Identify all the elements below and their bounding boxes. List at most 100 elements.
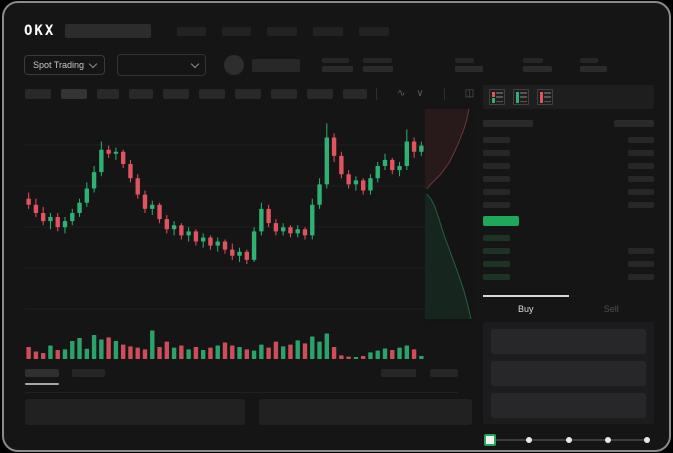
volume-bar bbox=[251, 350, 257, 359]
volume-bar bbox=[26, 347, 31, 359]
bottom-tab[interactable] bbox=[72, 369, 105, 377]
ticker-stat-placeholder bbox=[455, 58, 484, 72]
candle bbox=[84, 182, 90, 207]
trade-sidebar: Buy Sell bbox=[476, 83, 669, 450]
toolbar-chip-placeholder[interactable] bbox=[163, 89, 189, 99]
toolbar-chip-placeholder[interactable] bbox=[97, 89, 119, 99]
toolbar-chip-placeholder[interactable] bbox=[25, 89, 51, 99]
last-price-placeholder bbox=[252, 58, 301, 72]
ask-row[interactable] bbox=[483, 133, 654, 146]
candle bbox=[55, 212, 60, 232]
nav-item-placeholder[interactable] bbox=[222, 26, 252, 36]
bid-row[interactable] bbox=[483, 231, 654, 244]
candle bbox=[150, 200, 155, 215]
candle bbox=[346, 170, 351, 189]
chart-type-dropdown-icon[interactable]: ∨ bbox=[416, 88, 424, 99]
volume-chart bbox=[26, 330, 424, 359]
volume-bar bbox=[346, 356, 351, 359]
candle bbox=[411, 137, 417, 158]
main-area: ∿∨◫∨≈⊘⌂◎⊡ bbox=[4, 83, 669, 450]
volume-bar bbox=[244, 349, 250, 359]
slider-stop[interactable] bbox=[604, 437, 611, 443]
bottom-panel-right bbox=[259, 399, 472, 425]
market-type-dropdown[interactable]: Spot Trading bbox=[24, 55, 106, 75]
price-placeholder bbox=[483, 260, 510, 267]
amount-placeholder bbox=[628, 162, 654, 169]
amount-placeholder bbox=[628, 175, 654, 182]
amount-placeholder bbox=[628, 273, 654, 280]
bid-row[interactable] bbox=[483, 270, 654, 283]
candlestick-chart[interactable] bbox=[25, 105, 425, 325]
nav-item-placeholder[interactable] bbox=[177, 26, 207, 36]
nav-item-placeholder[interactable] bbox=[267, 26, 298, 36]
divider bbox=[443, 88, 445, 100]
tab-sell[interactable]: Sell bbox=[603, 304, 619, 314]
slider-stop[interactable] bbox=[565, 437, 572, 443]
volume-bar bbox=[259, 344, 264, 359]
volume-bar bbox=[339, 355, 344, 359]
book-view-asks-icon[interactable] bbox=[537, 89, 553, 105]
top-nav bbox=[177, 26, 390, 36]
candle bbox=[164, 215, 170, 234]
order-input-placeholder[interactable] bbox=[491, 361, 646, 386]
compare-icon[interactable]: ◫ bbox=[464, 88, 475, 99]
candle bbox=[113, 147, 119, 160]
price-placeholder bbox=[483, 175, 510, 182]
volume-bar bbox=[390, 350, 395, 359]
slider-handle[interactable] bbox=[484, 434, 496, 446]
volume-bar bbox=[113, 341, 119, 359]
book-view-bids-icon[interactable] bbox=[513, 89, 529, 105]
volume-bar bbox=[142, 349, 148, 359]
candle bbox=[91, 166, 97, 193]
volume-bar bbox=[135, 347, 140, 359]
last-price-highlight[interactable] bbox=[483, 216, 519, 226]
search-placeholder[interactable] bbox=[65, 24, 152, 38]
order-input-placeholder[interactable] bbox=[491, 329, 646, 354]
chart-type-icon[interactable]: ∿ bbox=[397, 88, 406, 99]
toolbar-chip-placeholder[interactable] bbox=[307, 89, 333, 99]
candle bbox=[40, 206, 46, 226]
toolbar-chip-placeholder[interactable] bbox=[343, 89, 367, 99]
candle bbox=[77, 198, 82, 218]
ask-row[interactable] bbox=[483, 185, 654, 198]
candle bbox=[193, 229, 199, 246]
candle bbox=[26, 192, 31, 209]
ask-row[interactable] bbox=[483, 198, 654, 211]
bottom-tab-active[interactable] bbox=[25, 369, 59, 385]
pair-selector-dropdown[interactable] bbox=[117, 54, 207, 76]
toolbar-chip-placeholder[interactable] bbox=[61, 89, 87, 99]
candle bbox=[244, 249, 250, 264]
bid-row[interactable] bbox=[483, 244, 654, 257]
ask-row[interactable] bbox=[483, 146, 654, 159]
volume-bar bbox=[397, 347, 402, 359]
toolbar-chip-placeholder[interactable] bbox=[199, 89, 225, 99]
candle bbox=[419, 141, 424, 156]
amount-placeholder bbox=[628, 149, 654, 156]
volume-bar bbox=[150, 330, 155, 359]
price-placeholder bbox=[483, 273, 510, 280]
candle bbox=[397, 161, 402, 177]
toolbar-chip-placeholder[interactable] bbox=[129, 89, 153, 99]
book-view-combined-icon[interactable] bbox=[489, 89, 505, 105]
candle bbox=[404, 129, 410, 171]
order-input-placeholder[interactable] bbox=[491, 393, 646, 418]
bottom-control-placeholder[interactable] bbox=[430, 369, 458, 377]
ask-row[interactable] bbox=[483, 159, 654, 172]
candle bbox=[208, 235, 213, 250]
slider-stop[interactable] bbox=[643, 437, 650, 443]
nav-item-placeholder[interactable] bbox=[313, 26, 344, 36]
candle bbox=[273, 219, 279, 236]
tab-buy[interactable]: Buy bbox=[483, 295, 569, 320]
toolbar-chip-placeholder[interactable] bbox=[235, 89, 261, 99]
bid-row[interactable] bbox=[483, 257, 654, 270]
toolbar-chip-placeholder[interactable] bbox=[271, 89, 297, 99]
slider-stop[interactable] bbox=[526, 437, 533, 443]
candle bbox=[375, 161, 380, 183]
volume-bar bbox=[193, 347, 199, 359]
amount-slider[interactable] bbox=[484, 433, 652, 447]
nav-item-placeholder[interactable] bbox=[359, 26, 390, 36]
ask-row[interactable] bbox=[483, 172, 654, 185]
volume-bar bbox=[237, 347, 242, 359]
bottom-control-placeholder[interactable] bbox=[381, 369, 416, 377]
okx-logo: OKX bbox=[24, 23, 56, 39]
